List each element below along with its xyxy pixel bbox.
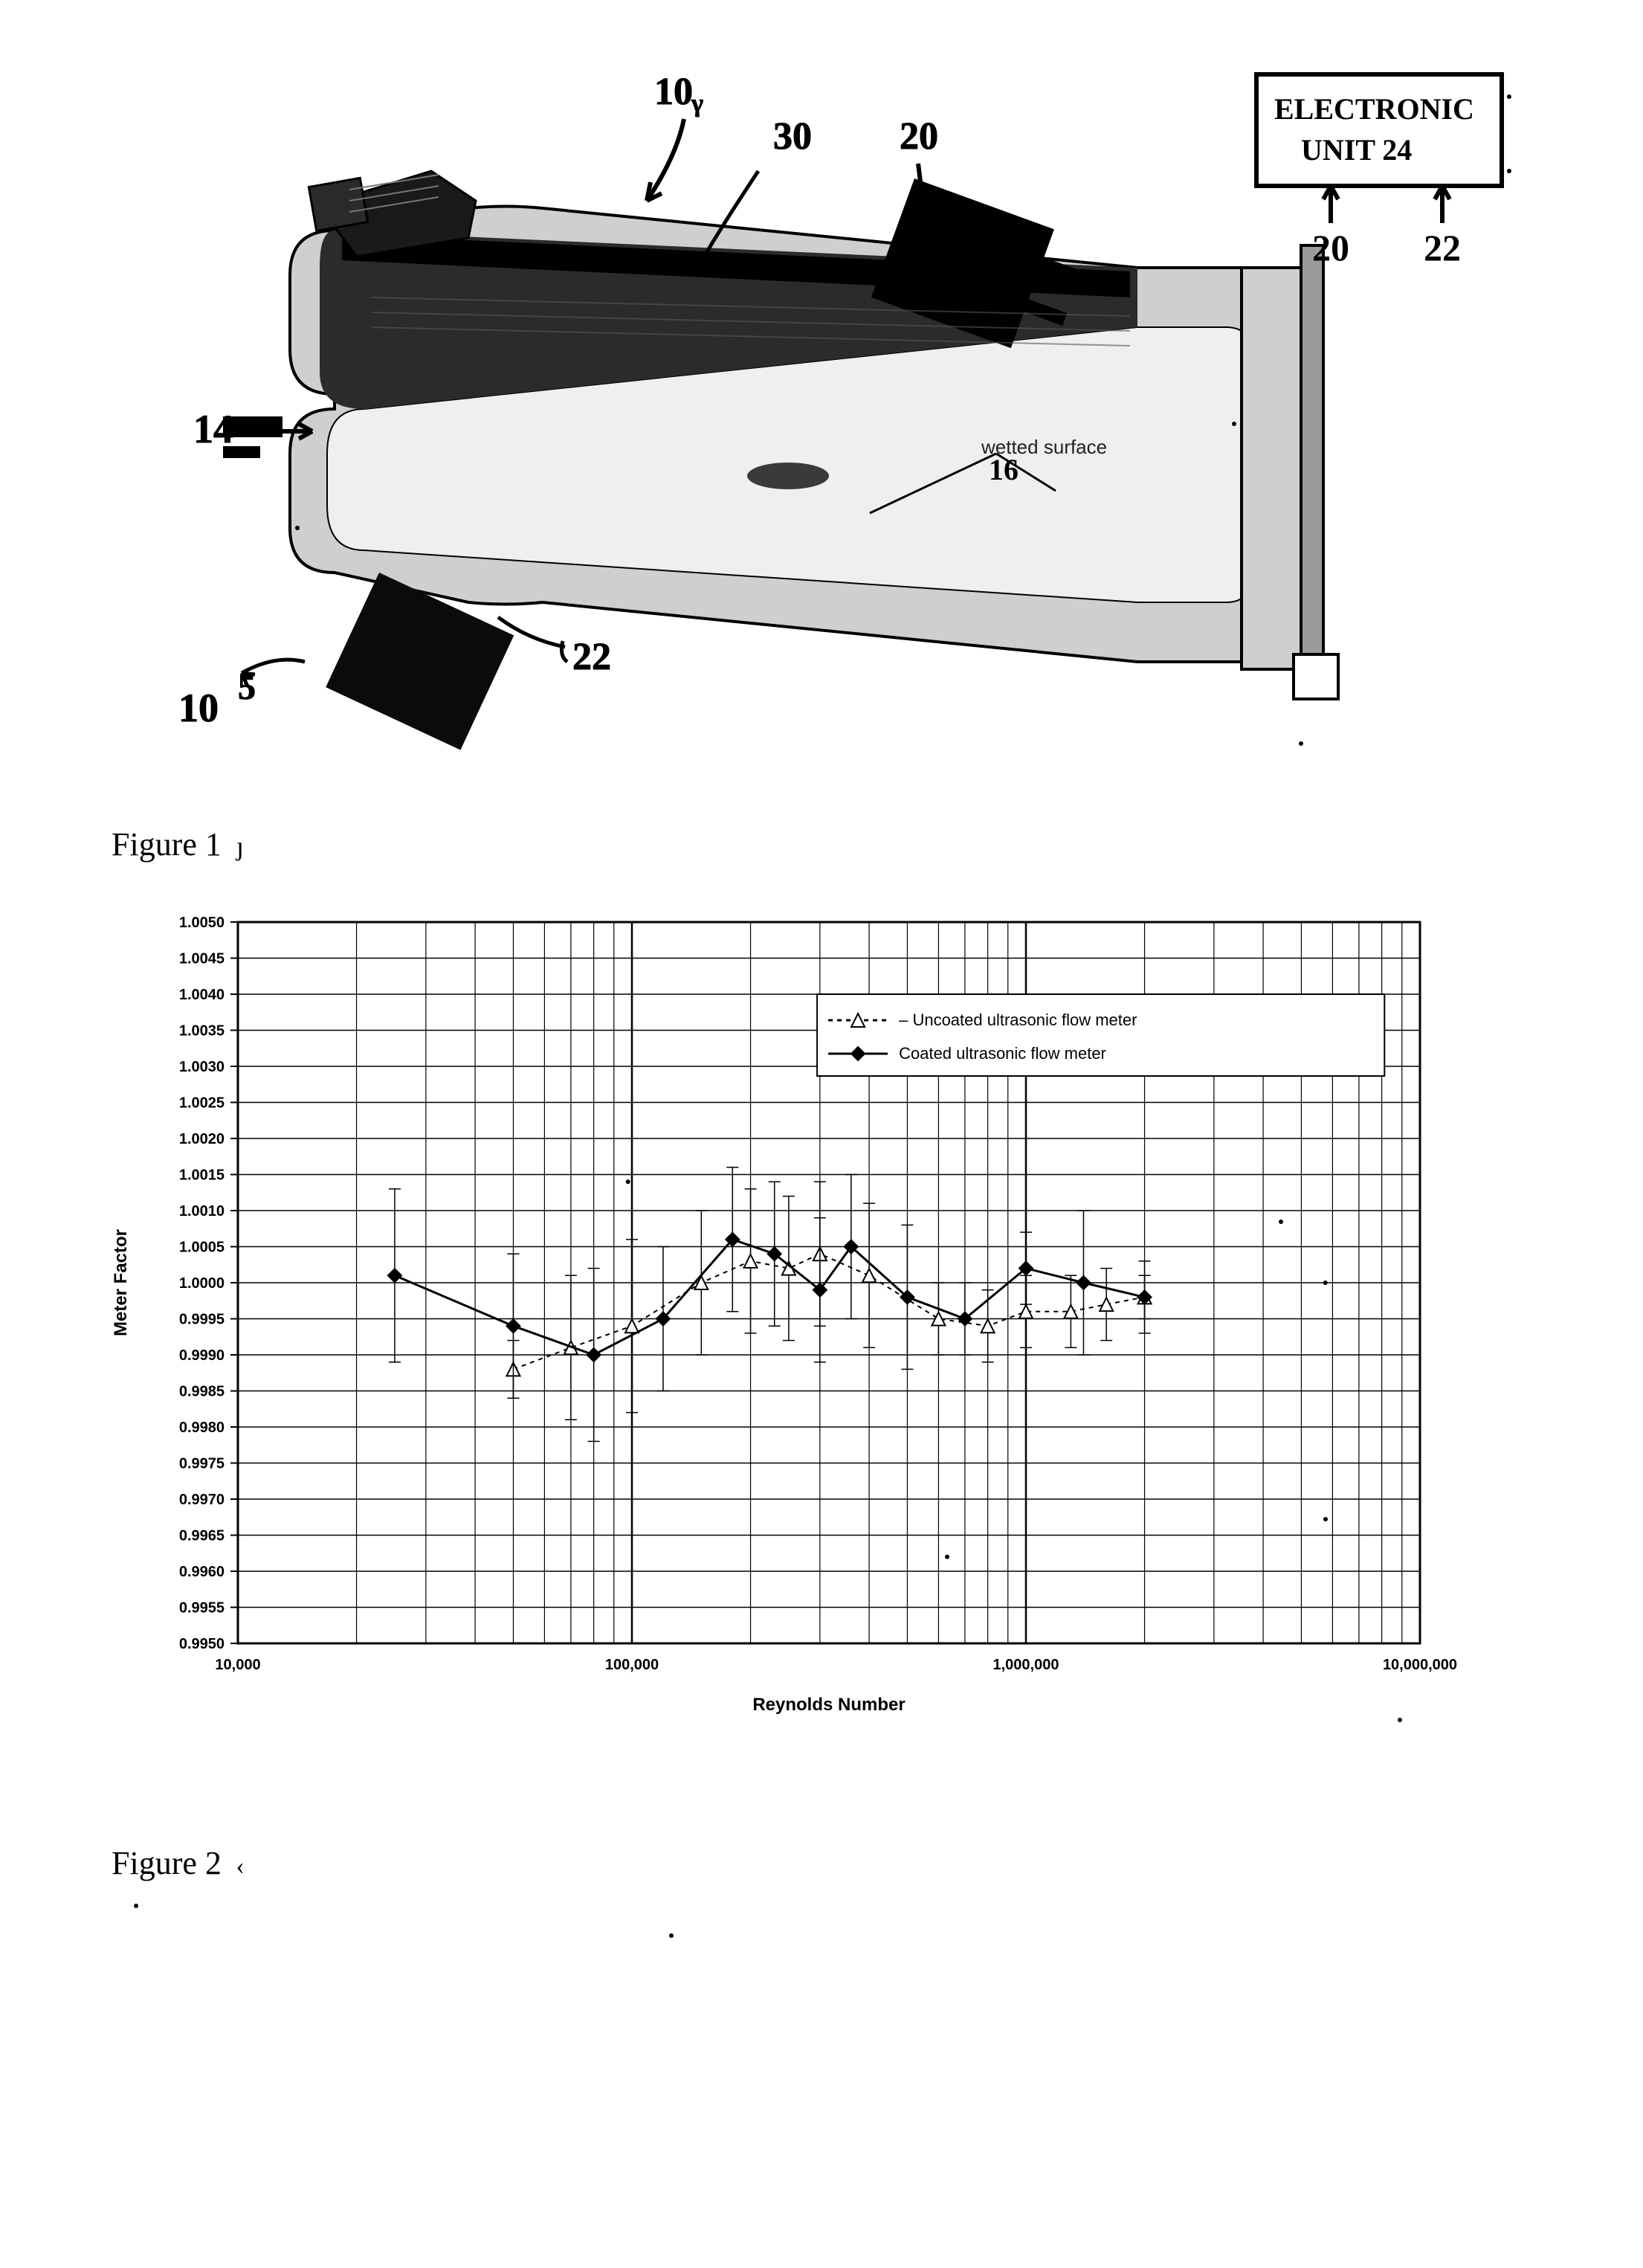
svg-text:10: 10 bbox=[654, 71, 693, 113]
svg-text:10: 10 bbox=[178, 686, 219, 730]
svg-text:0.9980: 0.9980 bbox=[179, 1420, 225, 1436]
svg-text:0.9950: 0.9950 bbox=[179, 1636, 225, 1652]
svg-text:Meter Factor: Meter Factor bbox=[111, 1229, 131, 1336]
svg-text:10,000,000: 10,000,000 bbox=[1383, 1657, 1457, 1673]
electronic-unit-leg-right: 22 bbox=[1424, 227, 1461, 268]
svg-text:0.9960: 0.9960 bbox=[179, 1564, 225, 1580]
svg-text:1.0010: 1.0010 bbox=[179, 1203, 225, 1220]
meter-body: wetted surface 16 bbox=[223, 171, 1338, 750]
figure-2-caption: Figure 2 ‹ bbox=[112, 1844, 245, 1882]
electronic-unit-box: ELECTRONIC UNIT 24 20 22 bbox=[1256, 74, 1502, 268]
svg-text:0.9985: 0.9985 bbox=[179, 1384, 225, 1400]
svg-text:0.9995: 0.9995 bbox=[179, 1312, 225, 1328]
svg-text:0.9975: 0.9975 bbox=[179, 1456, 225, 1472]
svg-text:Reynolds Number: Reynolds Number bbox=[752, 1695, 905, 1715]
svg-text:– Uncoated ultrasonic flow met: – Uncoated ultrasonic flow meter bbox=[899, 1011, 1137, 1029]
svg-text:0.9990: 0.9990 bbox=[179, 1347, 225, 1364]
svg-text:1.0025: 1.0025 bbox=[179, 1095, 225, 1112]
page: wetted surface 16 10 γ 30 bbox=[0, 0, 1643, 2268]
svg-text:20: 20 bbox=[900, 115, 938, 158]
svg-text:100,000: 100,000 bbox=[605, 1657, 659, 1673]
svg-text:0.9970: 0.9970 bbox=[179, 1492, 225, 1508]
svg-text:10,000: 10,000 bbox=[215, 1657, 260, 1673]
svg-text:0.9965: 0.9965 bbox=[179, 1528, 225, 1544]
svg-text:1.0040: 1.0040 bbox=[179, 987, 225, 1003]
figure-1-svg: wetted surface 16 10 γ 30 bbox=[112, 52, 1524, 796]
figure-1: wetted surface 16 10 γ 30 bbox=[112, 52, 1524, 796]
svg-text:1.0035: 1.0035 bbox=[179, 1023, 225, 1040]
svg-text:1.0005: 1.0005 bbox=[179, 1240, 225, 1256]
svg-text:14: 14 bbox=[193, 407, 233, 451]
svg-text:Coated ultrasonic flow meter: Coated ultrasonic flow meter bbox=[899, 1044, 1106, 1063]
svg-text:1.0045: 1.0045 bbox=[179, 951, 225, 967]
svg-text:1.0015: 1.0015 bbox=[179, 1167, 225, 1184]
svg-text:30: 30 bbox=[773, 115, 812, 158]
figure-1-caption-text: Figure 1 bbox=[112, 826, 222, 863]
svg-text:γ: γ bbox=[691, 90, 703, 117]
svg-text:1,000,000: 1,000,000 bbox=[993, 1657, 1059, 1673]
svg-text:22: 22 bbox=[572, 636, 611, 678]
electronic-unit-line2: UNIT 24 bbox=[1301, 133, 1412, 167]
electronic-unit-line1: ELECTRONIC bbox=[1274, 92, 1474, 126]
svg-text:0.9955: 0.9955 bbox=[179, 1600, 225, 1617]
electronic-unit-leg-left: 20 bbox=[1312, 227, 1349, 268]
svg-text:1.0020: 1.0020 bbox=[179, 1131, 225, 1147]
figure-2: 1.0050 1.0045 1.0040 1.0035 1.0030 1.0025 1.00… bbox=[89, 892, 1465, 1785]
svg-text:1.0030: 1.0030 bbox=[179, 1059, 225, 1075]
figure-2-chart: 1.0050 1.0045 1.0040 1.0035 1.0030 1.0025 1.00… bbox=[89, 892, 1465, 1785]
svg-text:16: 16 bbox=[989, 453, 1019, 486]
figure-2-caption-text: Figure 2 bbox=[112, 1845, 222, 1881]
svg-text:1.0000: 1.0000 bbox=[179, 1275, 225, 1292]
svg-text:1.0050: 1.0050 bbox=[179, 915, 225, 931]
figure-1-caption: Figure 1 ȷ bbox=[112, 825, 244, 863]
